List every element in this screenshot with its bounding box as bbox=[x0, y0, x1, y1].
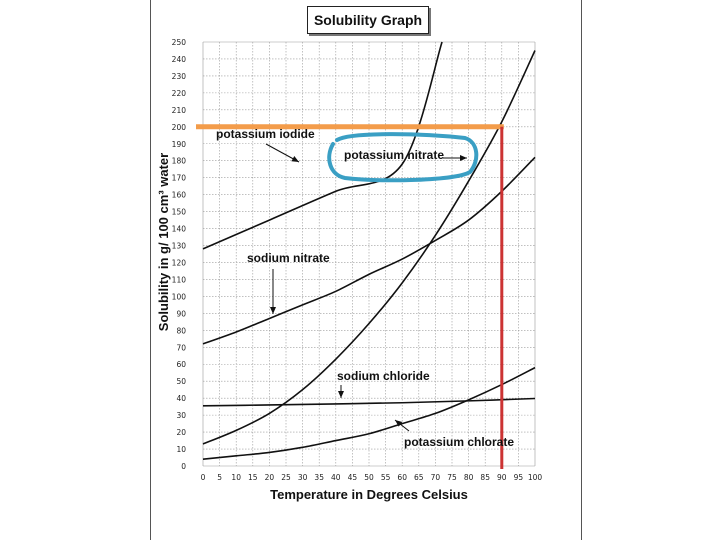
series-line-sodium-chloride bbox=[202, 397, 536, 407]
y-tick-label: 170 bbox=[172, 174, 187, 183]
series-line-potassium-nitrate bbox=[202, 50, 536, 445]
x-tick-label: 10 bbox=[231, 473, 241, 482]
y-tick-label: 130 bbox=[172, 242, 187, 251]
y-tick-label: 240 bbox=[172, 55, 187, 64]
label-potassium-chlorate: potassium chlorate bbox=[404, 435, 514, 449]
x-tick-label: 75 bbox=[447, 473, 457, 482]
arrow-sodium-chloride-head bbox=[338, 391, 344, 398]
y-tick-label: 20 bbox=[176, 428, 186, 437]
x-tick-label: 25 bbox=[281, 473, 291, 482]
arrow-sodium-nitrate-head bbox=[270, 307, 276, 314]
x-tick-label: 30 bbox=[298, 473, 308, 482]
arrow-potassium-nitrate-head bbox=[460, 155, 467, 161]
x-tick-label: 35 bbox=[314, 473, 324, 482]
x-tick-label: 80 bbox=[464, 473, 474, 482]
annotations: potassium iodide potassium nitrate sodium … bbox=[216, 127, 514, 449]
y-tick-label: 80 bbox=[176, 326, 186, 335]
series-line-potassium-iodide bbox=[202, 41, 443, 250]
x-axis-label: Temperature in Degrees Celsius bbox=[270, 487, 468, 502]
y-tick-label: 100 bbox=[172, 292, 187, 301]
label-sodium-nitrate: sodium nitrate bbox=[247, 251, 330, 265]
series-line-potassium-chlorate bbox=[202, 366, 536, 461]
y-tick-label: 220 bbox=[172, 89, 187, 98]
y-tick-label: 0 bbox=[181, 462, 186, 471]
highlight-circle bbox=[327, 132, 479, 183]
y-tick-label: 180 bbox=[172, 157, 187, 166]
y-tick-label: 140 bbox=[172, 225, 187, 234]
x-tick-label: 40 bbox=[331, 473, 341, 482]
label-potassium-iodide: potassium iodide bbox=[216, 127, 315, 141]
x-tick-label: 60 bbox=[397, 473, 407, 482]
x-tick-label: 20 bbox=[265, 473, 275, 482]
chart-title: Solubility Graph bbox=[307, 6, 429, 34]
highlight-lines bbox=[196, 124, 504, 469]
y-tick-label: 50 bbox=[176, 377, 186, 386]
series-line-sodium-nitrate bbox=[202, 156, 536, 345]
x-tick-label: 65 bbox=[414, 473, 424, 482]
x-tick-label: 0 bbox=[201, 473, 206, 482]
label-sodium-chloride: sodium chloride bbox=[337, 369, 430, 383]
label-potassium-nitrate: potassium nitrate bbox=[344, 148, 444, 162]
arrow-potassium-chlorate-head bbox=[395, 420, 403, 427]
y-tick-label: 90 bbox=[176, 309, 186, 318]
y-tick-label: 200 bbox=[172, 123, 187, 132]
y-tick-label: 250 bbox=[172, 38, 187, 47]
y-tick-label: 70 bbox=[176, 343, 186, 352]
x-tick-label: 55 bbox=[381, 473, 391, 482]
x-tick-label: 70 bbox=[431, 473, 441, 482]
x-tick-label: 100 bbox=[528, 473, 543, 482]
y-tick-label: 120 bbox=[172, 258, 187, 267]
arrow-potassium-iodide-head bbox=[291, 156, 299, 162]
y-tick-label: 150 bbox=[172, 208, 187, 217]
x-tick-label: 15 bbox=[248, 473, 258, 482]
x-tick-label: 50 bbox=[364, 473, 374, 482]
x-tick-label: 45 bbox=[348, 473, 358, 482]
x-tick-label: 95 bbox=[514, 473, 524, 482]
y-tick-label: 110 bbox=[172, 275, 187, 284]
y-tick-label: 30 bbox=[176, 411, 186, 420]
y-tick-label: 190 bbox=[172, 140, 187, 149]
y-tick-label: 40 bbox=[176, 394, 186, 403]
x-tick-label: 5 bbox=[217, 473, 222, 482]
worksheet-page bbox=[150, 0, 582, 540]
y-tick-label: 160 bbox=[172, 191, 187, 200]
y-tick-label: 230 bbox=[172, 72, 187, 81]
y-tick-label: 60 bbox=[176, 360, 186, 369]
y-tick-label: 210 bbox=[172, 106, 187, 115]
y-axis-label: Solubility in g/ 100 cm³ water bbox=[156, 153, 171, 331]
x-tick-label: 90 bbox=[497, 473, 507, 482]
y-tick-label: 10 bbox=[176, 445, 186, 454]
series-curves bbox=[202, 41, 536, 461]
axis-ticks: 0 5 10 15 20 25 30 35 40 45 50 55 60 65 70 75 80 85 90 95 10… bbox=[172, 38, 543, 482]
x-tick-label: 85 bbox=[480, 473, 490, 482]
